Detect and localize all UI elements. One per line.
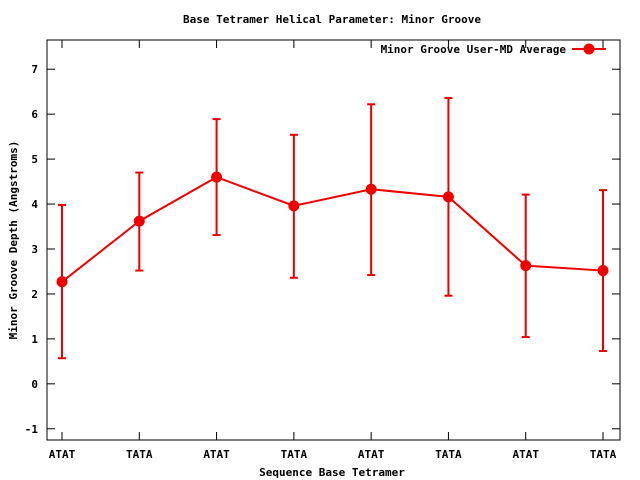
plot-frame <box>46 39 621 441</box>
series-layer <box>56 96 609 360</box>
y-tick-label: 0 <box>31 378 38 391</box>
data-point <box>211 171 223 183</box>
x-tick-label: TATA <box>281 448 308 461</box>
y-tick-label: 2 <box>31 288 38 301</box>
y-tick-label: 1 <box>31 333 38 346</box>
x-tick-label: TATA <box>126 448 153 461</box>
y-tick-label: 3 <box>31 243 38 256</box>
y-axis-label: Minor Groove Depth (Angstroms) <box>7 141 20 340</box>
data-point <box>288 200 300 212</box>
legend-label: Minor Groove User-MD Average <box>381 43 567 56</box>
y-tick-label: 5 <box>31 153 38 166</box>
y-axis: -1 0 1 2 3 4 5 6 7 <box>25 63 620 436</box>
data-point <box>56 276 68 288</box>
legend-marker <box>583 43 595 55</box>
data-point <box>442 191 454 203</box>
x-tick-label: ATAT <box>203 448 230 461</box>
data-point <box>597 265 609 277</box>
y-tick-label: 6 <box>31 108 38 121</box>
x-tick-label: ATAT <box>358 448 385 461</box>
legend: Minor Groove User-MD Average <box>381 43 606 56</box>
chart-title: Base Tetramer Helical Parameter: Minor G… <box>183 13 481 26</box>
x-tick-label: ATAT <box>512 448 539 461</box>
x-axis: ATAT TATA ATAT TATA ATAT TATA ATAT TATA <box>49 40 617 461</box>
x-tick-label: TATA <box>435 448 462 461</box>
x-tick-label: ATAT <box>49 448 76 461</box>
series-line <box>61 175 604 283</box>
x-tick-label: TATA <box>590 448 617 461</box>
y-tick-label: 7 <box>31 63 38 76</box>
data-point <box>520 260 532 272</box>
x-axis-label: Sequence Base Tetramer <box>259 466 405 479</box>
y-tick-label: 4 <box>31 198 38 211</box>
y-tick-label: -1 <box>25 423 39 436</box>
data-point <box>133 215 145 227</box>
data-point <box>365 183 377 195</box>
